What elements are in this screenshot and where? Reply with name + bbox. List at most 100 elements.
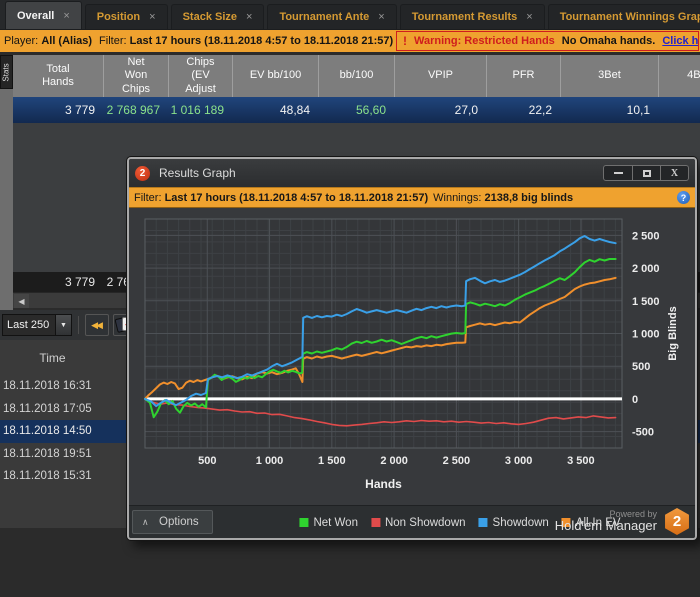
legend-label: All-In EV: [575, 516, 621, 529]
maximize-icon: [642, 169, 651, 177]
legend-swatch-icon: [370, 518, 380, 527]
legend-swatch-icon: [299, 518, 309, 527]
player-value[interactable]: All (Alias): [41, 35, 93, 47]
tab-close-icon[interactable]: ×: [246, 11, 253, 23]
tab-close-icon[interactable]: ×: [149, 11, 156, 23]
close-button[interactable]: X: [660, 166, 688, 180]
stat-value: 10,1: [626, 103, 650, 117]
svg-text:2 000: 2 000: [632, 263, 660, 275]
session-row[interactable]: 18.11.2018 15:31: [3, 470, 92, 483]
stat-value: 27,0: [454, 103, 478, 117]
tab-close-icon[interactable]: ×: [526, 11, 533, 23]
tab-tournament-ante[interactable]: Tournament Ante ×: [267, 4, 397, 29]
chevron-down-icon[interactable]: ▼: [55, 314, 72, 336]
stat-value: 22,2: [528, 103, 552, 117]
tab-label: Tournament Winnings Graph: [559, 11, 700, 23]
tab-position[interactable]: Position ×: [84, 4, 168, 29]
svg-text:500: 500: [198, 455, 216, 467]
minimize-button[interactable]: [604, 166, 632, 180]
tab-close-icon[interactable]: ×: [63, 9, 70, 22]
hands-limit-select[interactable]: Last 250 ▼: [2, 314, 72, 336]
tab-tournament-results[interactable]: Tournament Results ×: [399, 4, 545, 29]
winnings-label: Winnings:: [433, 191, 482, 204]
maximize-button[interactable]: [632, 166, 660, 180]
restricted-hands-warning: ! Warning: Restricted Hands No Omaha han…: [396, 31, 699, 51]
column-header-net[interactable]: Net Won Chips: [104, 55, 169, 97]
session-row[interactable]: 18.11.2018 19:51: [3, 447, 92, 460]
legend-item-non-showdown[interactable]: Non Showdown: [370, 516, 466, 529]
legend-item-all-in-ev[interactable]: All-In EV: [561, 516, 621, 529]
graph-filter-value: Last 17 hours (18.11.2018 4:57 to 18.11.…: [164, 191, 429, 204]
legend-label: Net Won: [313, 516, 358, 529]
column-header-4bet[interactable]: 4Bet: [659, 55, 700, 97]
svg-text:500: 500: [632, 361, 650, 373]
tab-label: Overall: [17, 9, 55, 22]
svg-text:2 500: 2 500: [632, 230, 660, 242]
chart-legend: Net Won Non Showdown Showdown All-In EV: [299, 506, 621, 538]
tab-close-icon[interactable]: ×: [378, 11, 385, 23]
column-header-vpip[interactable]: VPIP: [395, 55, 487, 97]
column-header-bb-100[interactable]: bb/100: [319, 55, 395, 97]
results-graph-window: 2 Results Graph X Filter: Last 17 hours …: [127, 157, 697, 540]
legend-swatch-icon: [561, 518, 571, 527]
graph-filter-label: Filter:: [134, 191, 162, 204]
chevron-up-icon: ∧: [142, 517, 149, 527]
stats-side-tab[interactable]: Stats: [0, 55, 13, 89]
left-gutter: [0, 89, 13, 310]
legend-label: Showdown: [492, 516, 549, 529]
help-icon[interactable]: ?: [677, 191, 690, 204]
results-chart: 500 1 000 1 500 2 000 2 500 3 000 3 500 2 500 2 …: [129, 208, 695, 505]
svg-text:1 000: 1 000: [256, 455, 284, 467]
brand-name: Hold'em Manager: [554, 518, 657, 534]
rewind-button[interactable]: ◀◀: [85, 314, 109, 336]
stat-value: 3 779: [64, 103, 95, 117]
column-header-total[interactable]: Total Hands: [13, 55, 104, 97]
tab-label: Position: [96, 11, 141, 23]
svg-text:0: 0: [632, 394, 638, 406]
column-header-3bet[interactable]: 3Bet: [561, 55, 659, 97]
svg-text:2 500: 2 500: [443, 455, 471, 467]
hands-limit-value[interactable]: Last 250: [2, 314, 55, 336]
powered-by-label: Powered by: [609, 508, 657, 519]
options-button[interactable]: ∧ Options: [132, 510, 213, 534]
tab-overall[interactable]: Overall ×: [5, 1, 82, 29]
warning-note: No Omaha hands.: [561, 35, 656, 47]
stat-value: 56,60: [355, 103, 386, 117]
window-title-bar[interactable]: 2 Results Graph X: [129, 159, 695, 187]
tab-label: Stack Size: [182, 11, 237, 23]
stat-value: 1 016 189: [170, 103, 224, 117]
column-header-pfr[interactable]: PFR: [487, 55, 561, 97]
filter-value[interactable]: Last 17 hours (18.11.2018 4:57 to 18.11.…: [129, 35, 394, 47]
stat-value: 2 768 967: [106, 103, 160, 117]
close-icon: X: [670, 167, 679, 179]
brand-block: Powered by Hold'em Manager 2: [555, 508, 690, 535]
svg-text:1 500: 1 500: [632, 296, 660, 308]
svg-text:1 000: 1 000: [632, 329, 660, 341]
column-header-ev-bb-100[interactable]: EV bb/100: [233, 55, 319, 97]
scroll-left-icon: ◀: [18, 296, 25, 306]
session-row[interactable]: 18.11.2018 16:31: [3, 380, 92, 393]
hm2-hex-logo-icon: 2: [665, 508, 689, 535]
tab-tournament-winnings-graph[interactable]: Tournament Winnings Graph×: [547, 4, 700, 29]
report-tab-bar: Overall × Position × Stack Size × Tournament A…: [0, 0, 700, 30]
warning-title: Warning: Restricted Hands: [414, 35, 555, 47]
time-column-header[interactable]: Time: [39, 350, 66, 365]
tab-label: Tournament Ante: [279, 11, 370, 23]
stats-table-row[interactable]: 3 779 2 768 967 1 016 189 48,84 56,60 27,0 22,…: [13, 97, 700, 123]
legend-item-showdown[interactable]: Showdown: [478, 516, 549, 529]
stats-table-header: Total Hands Net Won Chips Chips (EV Adjust…: [13, 55, 700, 97]
legend-item-net-won[interactable]: Net Won: [299, 517, 358, 529]
column-header-chips[interactable]: Chips (EV Adjust: [169, 55, 233, 97]
graph-bottom-bar: ∧ Options Net Won Non Showdown Showdown All…: [129, 505, 695, 538]
tab-stack-size[interactable]: Stack Size ×: [170, 4, 265, 29]
player-filter-bar: Player: All (Alias) Filter: Last 17 hour…: [0, 30, 700, 52]
svg-text:3 500: 3 500: [567, 455, 595, 467]
warning-link[interactable]: Click here to: [662, 35, 699, 47]
scroll-left-button[interactable]: ◀: [14, 294, 29, 308]
graph-filter-bar: Filter: Last 17 hours (18.11.2018 4:57 t…: [129, 187, 695, 208]
session-row[interactable]: 18.11.2018 17:05: [3, 402, 92, 415]
filter-label: Filter:: [99, 35, 127, 47]
legend-label: Non Showdown: [384, 516, 466, 529]
warning-icon: !: [403, 34, 407, 48]
stat-value: 48,84: [279, 103, 310, 117]
